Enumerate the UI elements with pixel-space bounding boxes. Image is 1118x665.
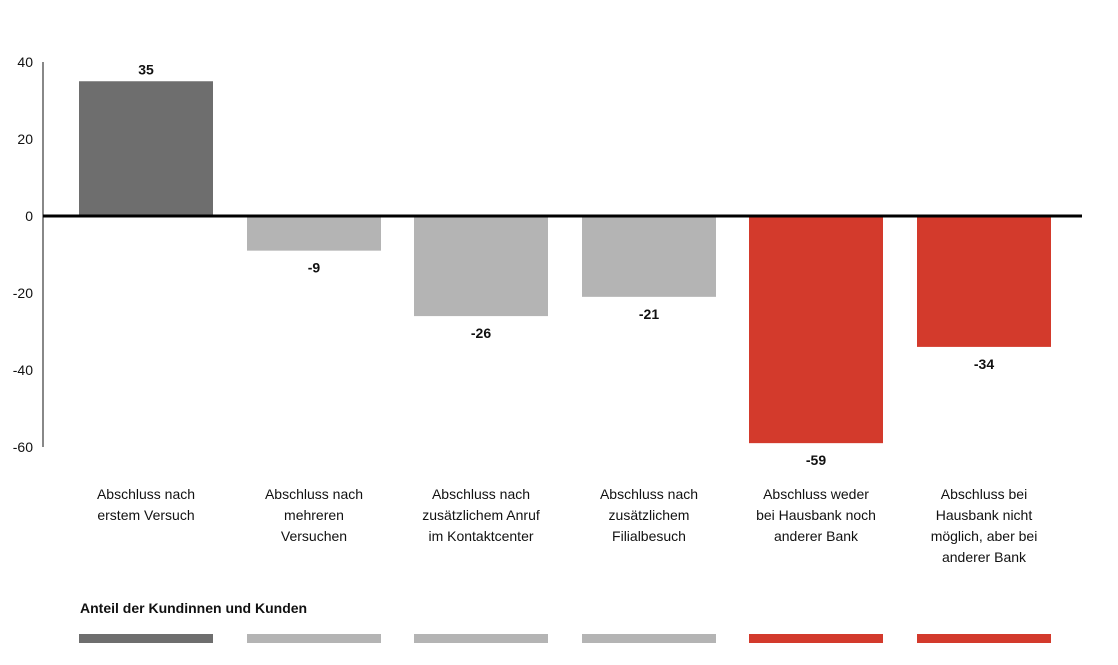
bars (79, 81, 1051, 444)
bar (917, 216, 1051, 347)
data-label: -26 (471, 325, 491, 341)
y-tick-labels: 40 20 0 -20 -40 -60 (13, 54, 33, 455)
bar (79, 81, 213, 216)
data-label: -59 (806, 452, 826, 468)
y-tick-label: 40 (17, 54, 33, 70)
legend-title: Anteil der Kundinnen und Kunden (80, 600, 308, 616)
bar (749, 216, 883, 444)
bar (414, 216, 548, 317)
category-labels: Abschluss nach erstem Versuch Abschluss na… (97, 486, 1037, 565)
y-tick-label: 20 (17, 131, 33, 147)
category-label: Abschluss nach zusätzlichem Anruf im Konta… (422, 486, 540, 544)
legend-swatch (917, 634, 1051, 643)
category-label: Abschluss bei Hausbank nicht möglich, aber… (931, 486, 1038, 565)
bar (247, 216, 381, 251)
legend-swatch (79, 634, 213, 643)
y-tick-label: -60 (13, 439, 33, 455)
legend-swatch (414, 634, 548, 643)
category-label: Abschluss nach erstem Versuch (97, 486, 195, 523)
category-label: Abschluss nach zusätzlichem Filialbesuch (600, 486, 698, 544)
legend-swatch (247, 634, 381, 643)
bar (582, 216, 716, 297)
y-tick-label: -40 (13, 362, 33, 378)
y-tick-label: 0 (25, 208, 33, 224)
legend-swatch (749, 634, 883, 643)
data-label: -34 (974, 356, 994, 372)
legend-swatches (79, 634, 1051, 643)
data-label: -9 (308, 260, 321, 276)
legend-swatch (582, 634, 716, 643)
value-labels: 35 -9 -26 -21 -59 -34 (138, 61, 994, 468)
category-label: Abschluss nach mehreren Versuchen (265, 486, 363, 544)
data-label: -21 (639, 306, 659, 322)
category-label: Abschluss weder bei Hausbank noch anderer … (756, 486, 876, 544)
data-label: 35 (138, 61, 154, 77)
y-tick-label: -20 (13, 285, 33, 301)
